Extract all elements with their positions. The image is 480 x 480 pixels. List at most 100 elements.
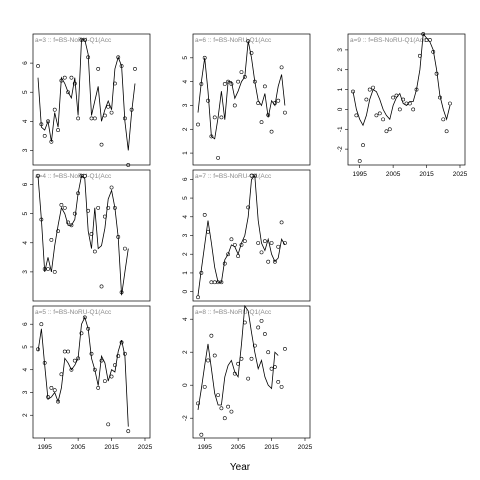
data-point <box>229 409 234 414</box>
data-point <box>272 259 277 264</box>
data-point <box>59 203 64 207</box>
data-point <box>102 113 107 118</box>
data-point <box>126 163 131 167</box>
data-point <box>431 49 436 54</box>
data-point <box>239 242 244 247</box>
y-tick-label: 3 <box>182 103 189 107</box>
x-tick-label: 2005 <box>71 444 86 451</box>
data-point <box>232 242 237 247</box>
data-point <box>206 98 210 103</box>
data-point <box>202 55 207 60</box>
data-point <box>249 356 254 361</box>
data-point <box>69 75 74 80</box>
data-point <box>387 127 392 132</box>
data-point <box>371 85 375 90</box>
data-point <box>86 208 91 213</box>
data-point <box>199 432 204 437</box>
panel-frame <box>32 305 151 439</box>
y-tick-label: 4 <box>22 368 29 372</box>
series-line <box>37 175 129 296</box>
data-point <box>62 205 67 210</box>
data-point <box>269 241 274 245</box>
data-point <box>66 90 71 95</box>
data-point <box>99 358 104 363</box>
data-point <box>397 107 402 112</box>
data-point <box>196 122 200 127</box>
data-point <box>354 113 359 118</box>
data-point <box>126 429 131 434</box>
data-point <box>52 388 57 393</box>
data-point <box>202 384 207 389</box>
data-point <box>76 191 81 196</box>
data-point <box>427 38 432 42</box>
data-point <box>199 271 204 275</box>
data-point <box>62 75 67 80</box>
data-point <box>49 386 54 390</box>
data-point <box>417 53 422 58</box>
data-point <box>262 332 267 336</box>
data-point <box>236 79 241 84</box>
y-tick-label: 1 <box>337 87 344 91</box>
data-point <box>229 237 234 242</box>
data-point <box>56 399 60 404</box>
data-point <box>39 122 44 127</box>
data-point <box>196 401 200 406</box>
data-point <box>199 82 204 86</box>
data-point <box>276 244 281 249</box>
y-tick-label: 2 <box>182 252 189 256</box>
y-tick-label: 6 <box>22 182 29 186</box>
data-point <box>206 358 210 363</box>
data-point <box>59 372 64 377</box>
data-point <box>239 356 244 361</box>
data-point <box>407 101 412 106</box>
data-point <box>414 87 419 92</box>
y-tick-label: 5 <box>22 90 29 94</box>
data-point <box>276 98 281 103</box>
panel-frame <box>347 33 466 166</box>
data-point <box>249 51 254 55</box>
data-point <box>242 320 247 325</box>
data-point <box>36 347 40 352</box>
data-point <box>239 70 244 75</box>
data-point <box>119 340 124 345</box>
data-point <box>92 367 97 372</box>
data-point <box>46 395 50 399</box>
data-point <box>52 269 57 274</box>
y-tick-label: 0 <box>182 383 189 387</box>
data-point <box>82 37 87 42</box>
data-point <box>421 32 426 36</box>
y-tick-label: 3 <box>22 270 29 274</box>
data-point <box>279 220 284 225</box>
x-tick-label: 2005 <box>231 444 246 451</box>
y-tick-label: 2 <box>182 350 189 354</box>
data-point <box>209 333 214 338</box>
data-point <box>219 115 224 120</box>
data-point <box>256 101 261 105</box>
data-point <box>448 101 452 106</box>
data-point <box>116 235 121 239</box>
x-tick-label: 2015 <box>104 444 119 451</box>
y-tick-label: 3 <box>22 148 29 152</box>
y-tick-label: 2 <box>337 68 344 72</box>
data-point <box>82 315 87 320</box>
data-point <box>219 406 224 411</box>
x-tick-label: 2015 <box>264 444 279 451</box>
data-point <box>444 129 449 134</box>
data-point <box>99 284 104 289</box>
data-point <box>202 213 207 217</box>
data-point <box>79 331 84 336</box>
panel-frame <box>32 169 151 302</box>
panel-title: a=4 :: f=BS-NoRU-Q1(Acc <box>35 173 112 180</box>
data-point <box>222 82 227 86</box>
data-point <box>279 65 284 70</box>
data-point <box>46 267 50 271</box>
y-tick-label: 4 <box>22 241 29 245</box>
data-point <box>256 325 261 330</box>
data-point <box>266 113 271 117</box>
data-point <box>96 386 101 390</box>
data-point <box>434 71 439 76</box>
data-point <box>252 79 257 84</box>
